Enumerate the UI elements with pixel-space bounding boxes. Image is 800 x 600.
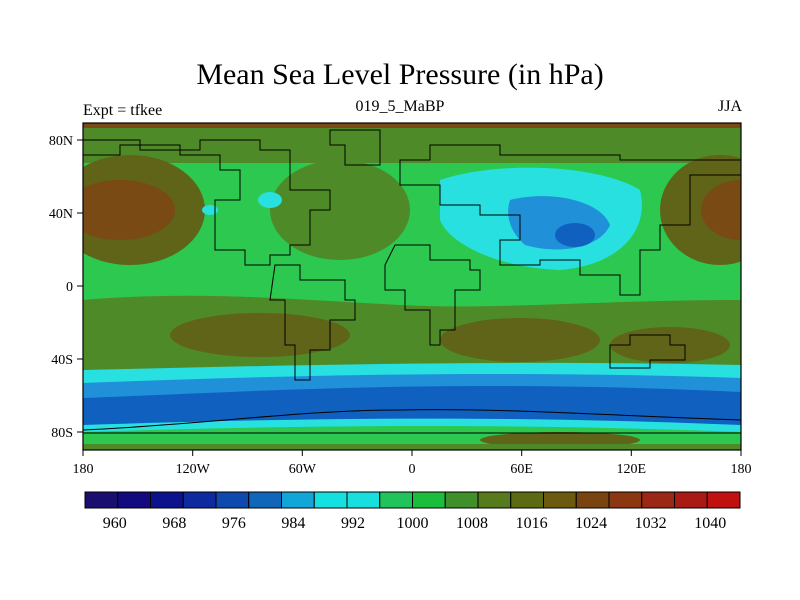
colorbar-swatch: [641, 491, 675, 509]
colorbar-swatch: [608, 491, 643, 509]
coastlines: [83, 129, 741, 434]
y-tick-label: 80S: [51, 426, 73, 441]
y-tick-label: 80N: [49, 134, 73, 149]
colorbar-swatch: [379, 491, 413, 509]
colorbar-swatch: [248, 491, 282, 509]
colorbar-swatch: [281, 491, 315, 509]
colorbar-label: 1032: [635, 515, 667, 532]
map-title: Mean Sea Level Pressure (in hPa): [196, 58, 604, 91]
x-tick-labels: 180 120W 60W 0 60E 120E 180: [73, 462, 752, 477]
colorbar-swatch: [706, 491, 741, 509]
colorbar-swatch: [444, 491, 479, 509]
colorbar-label: 1000: [397, 515, 429, 532]
colorbar-label: 1040: [694, 515, 726, 532]
colorbar-label: 992: [341, 515, 365, 532]
x-tick-label: 180: [731, 462, 752, 477]
x-tick-label: 0: [409, 462, 416, 477]
colorbar-label: 976: [222, 515, 246, 532]
x-tick-label: 180: [73, 462, 94, 477]
colorbar-label: 1008: [456, 515, 488, 532]
colorbar-label: 1016: [516, 515, 548, 532]
colorbar-swatch: [543, 491, 577, 509]
colorbar-label: 968: [162, 515, 186, 532]
season-label: JJA: [717, 98, 742, 115]
x-tick-label: 60W: [289, 462, 317, 477]
colorbar-swatch: [510, 491, 544, 509]
colorbar-swatch: [313, 491, 348, 509]
colorbar-label: 984: [281, 515, 305, 532]
colorbar-swatch: [215, 491, 250, 509]
x-tick-label: 120E: [617, 462, 647, 477]
pressure-field: [83, 123, 741, 450]
colorbar-swatch: [477, 491, 512, 509]
colorbar-swatch: [575, 491, 610, 509]
colorbar-swatch: [84, 491, 119, 509]
y-tick-labels: 80N 40N 0 40S 80S: [49, 134, 73, 441]
colorbar-swatch: [346, 491, 381, 509]
colorbar-swatch: [117, 491, 151, 509]
colorbar-swatch: [182, 491, 217, 509]
map-ticks: [77, 139, 742, 456]
colorbar: [84, 491, 741, 509]
colorbar-swatch: [412, 491, 446, 509]
colorbar-swatch: [150, 491, 184, 509]
y-tick-label: 40N: [49, 207, 73, 222]
colorbar-swatch: [674, 491, 708, 509]
colorbar-label: 960: [103, 515, 127, 532]
x-tick-label: 60E: [510, 462, 533, 477]
y-tick-label: 0: [66, 280, 73, 295]
y-tick-label: 40S: [51, 353, 73, 368]
colorbar-label: 1024: [575, 515, 607, 532]
map-subtitle: 019_5_MaBP: [355, 98, 445, 115]
colorbar-labels: 960 968 976 984 992 1000 1008 1016 1024 1032 1040: [103, 515, 726, 532]
x-tick-label: 120W: [176, 462, 211, 477]
experiment-label: Expt = tfkee: [83, 102, 163, 119]
